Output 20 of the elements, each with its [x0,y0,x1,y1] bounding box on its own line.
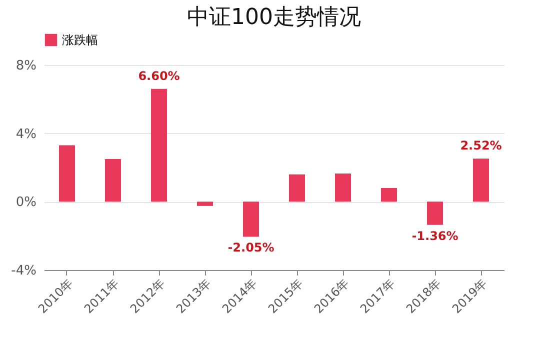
y-tick-label: 4% [16,126,36,142]
bar [289,174,305,202]
bar [473,158,489,202]
bar [335,173,351,202]
data-label: -1.36% [412,228,458,243]
bar [381,188,397,202]
bar [151,88,167,202]
y-tick-label: -4% [11,264,36,278]
data-label: 6.60% [138,68,180,83]
bar [243,202,259,237]
legend-label: 涨跌幅 [62,33,98,47]
bar [197,202,213,206]
y-tick-label: 8% [16,58,36,74]
bar [427,202,443,225]
chart-title: 中证100走势情况 [187,5,361,30]
bar [59,145,75,202]
y-tick-label: 0% [16,195,36,210]
data-label: 2.52% [460,138,502,153]
data-label: -2.05% [228,240,274,255]
bar [105,158,121,202]
